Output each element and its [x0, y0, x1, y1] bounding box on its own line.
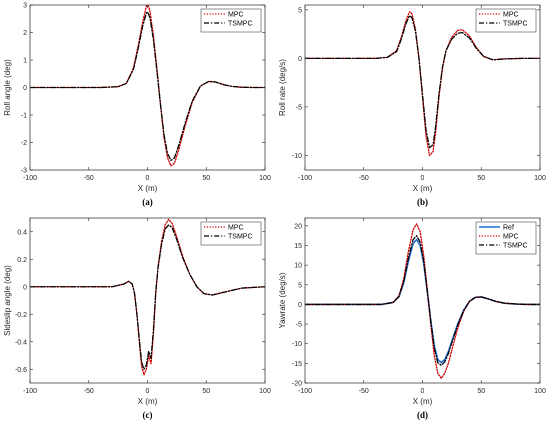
y-tick-label: -5	[296, 104, 302, 111]
y-tick-label: 0	[23, 85, 27, 92]
legend-label-tsmpc: TSMPC	[503, 21, 528, 28]
x-tick-label: 100	[534, 175, 546, 182]
x-tick-label: -50	[84, 175, 94, 182]
x-axis-label: X (m)	[138, 184, 158, 193]
series-group	[30, 5, 265, 167]
series-line-tsmpc	[30, 224, 265, 370]
x-tick-label: 0	[421, 175, 425, 182]
panel-caption: (c)	[143, 410, 153, 420]
x-tick-label: 100	[259, 175, 271, 182]
y-axis-label: Sideslip angle (deg)	[3, 265, 12, 336]
legend-label-mpc: MPC	[503, 12, 519, 19]
x-tick-label: -50	[84, 388, 94, 395]
panel-caption: (b)	[417, 197, 428, 207]
x-tick-label: -100	[23, 388, 37, 395]
legend: MPC TSMPC	[200, 221, 262, 246]
x-tick-label: 0	[421, 388, 425, 395]
legend-label-tsmpc: TSMPC	[228, 234, 253, 241]
y-tick-label: -5	[296, 322, 302, 329]
y-tick-label: -10	[292, 153, 302, 160]
x-tick-label: -100	[298, 175, 312, 182]
x-tick-label: -50	[359, 175, 369, 182]
y-tick-label: 0	[23, 284, 27, 291]
x-axis-label: X (m)	[413, 184, 433, 193]
x-tick-label: 50	[202, 388, 210, 395]
legend-box	[475, 8, 537, 33]
legend-label-tsmpc: TSMPC	[228, 21, 253, 28]
legend-label-mpc: MPC	[228, 12, 244, 19]
panel-caption: (a)	[142, 197, 153, 207]
y-tick-label: -0.4	[15, 339, 27, 346]
legend: MPC TSMPC	[200, 8, 262, 33]
x-tick-label: -100	[23, 175, 37, 182]
y-axis-label: Roll angle (deg)	[3, 59, 12, 116]
y-tick-label: -1	[21, 113, 27, 120]
y-tick-label: -0.2	[15, 312, 27, 319]
y-tick-label: 5	[298, 282, 302, 289]
x-tick-label: 100	[259, 388, 271, 395]
x-tick-label: 100	[534, 388, 546, 395]
legend-label-mpc: MPC	[228, 225, 244, 232]
y-tick-label: -15	[292, 361, 302, 368]
y-tick-label: -20	[292, 381, 302, 388]
x-tick-label: 0	[146, 388, 150, 395]
y-tick-label: 0.4	[17, 229, 27, 236]
legend-box	[200, 221, 262, 246]
series-group	[30, 218, 265, 376]
x-tick-label: 50	[477, 175, 485, 182]
chart-panel-3: -100 -50 0 50 100 -0.6 -0.4 -0.2 0 0.2 0.4 X (m) Sid…	[3, 217, 271, 420]
legend-label-ref: Ref	[503, 225, 514, 232]
plot-area	[305, 5, 540, 170]
y-axis-label: Roll rate (deg/s)	[278, 59, 287, 116]
chart-panel-1: -100 -50 0 50 100 -3 -2 -1 0 1 2 3 X (m) Roll angle (…	[3, 3, 271, 208]
x-tick-label: 50	[202, 175, 210, 182]
legend: MPC TSMPC	[475, 8, 537, 33]
y-tick-label: 0	[298, 56, 302, 63]
y-tick-label: 2	[23, 30, 27, 37]
legend-box	[200, 8, 262, 33]
x-tick-label: -50	[359, 388, 369, 395]
y-tick-label: 10	[294, 263, 302, 270]
x-axis-label: X (m)	[138, 397, 158, 406]
x-tick-label: -100	[298, 388, 312, 395]
series-line-tsmpc	[30, 11, 265, 162]
y-tick-label: 20	[294, 223, 302, 230]
y-tick-label: 3	[23, 3, 27, 10]
y-tick-label: 15	[294, 243, 302, 250]
y-tick-label: -0.6	[15, 367, 27, 374]
series-group	[305, 223, 540, 379]
x-axis-label: X (m)	[413, 397, 433, 406]
y-tick-label: 1	[23, 58, 27, 65]
y-tick-label: 0.2	[17, 257, 27, 264]
series-group	[305, 11, 540, 157]
y-tick-label: -2	[21, 140, 27, 147]
series-line-tsmpc	[305, 15, 540, 149]
y-tick-label: 0	[298, 302, 302, 309]
series-line-tsmpc	[305, 235, 540, 366]
legend-label-mpc: MPC	[503, 234, 519, 241]
legend: Ref MPC TSMPC	[475, 221, 537, 255]
y-axis-label: Yawrate (deg/s)	[278, 272, 287, 328]
x-tick-label: 0	[146, 175, 150, 182]
series-line-mpc	[305, 223, 540, 379]
legend-label-tsmpc: TSMPC	[503, 243, 528, 250]
y-tick-label: -10	[292, 341, 302, 348]
y-tick-label: 5	[298, 7, 302, 14]
panel-caption: (d)	[417, 410, 428, 420]
y-tick-label: -3	[21, 168, 27, 175]
x-tick-label: 50	[477, 388, 485, 395]
